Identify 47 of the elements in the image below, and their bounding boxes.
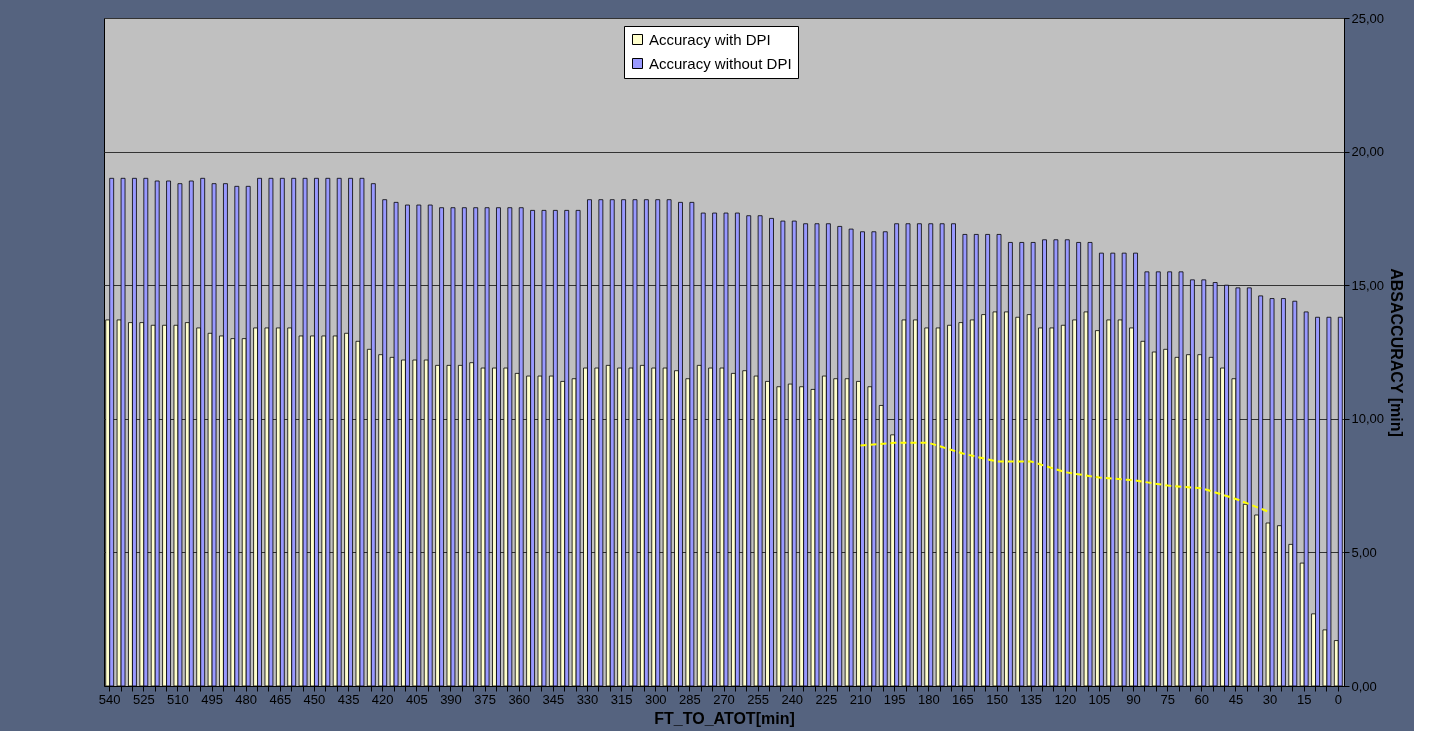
y-tick-label: 0,00 <box>1351 678 1377 694</box>
x-tick-label: 165 <box>952 691 974 707</box>
x-tick-label: 240 <box>781 691 804 707</box>
x-tick-label: 0 <box>1334 691 1342 707</box>
x-tick-label: 405 <box>405 691 428 707</box>
x-tick-label: 390 <box>440 691 462 707</box>
x-tick-label: 195 <box>883 691 906 707</box>
x-tick-label: 120 <box>1054 691 1077 707</box>
x-tick-label: 300 <box>644 691 667 707</box>
x-axis-title: FT_TO_ATOT[min] <box>654 709 795 727</box>
x-tick-label: 345 <box>542 691 565 707</box>
x-tick-label: 225 <box>815 691 838 707</box>
x-tick-label: 135 <box>1020 691 1043 707</box>
x-tick-label: 375 <box>474 691 496 707</box>
y-axis-title: ABSACCURACY [min] <box>1388 268 1406 437</box>
y-tick-label: 15,00 <box>1351 277 1385 293</box>
x-tick-label: 465 <box>269 691 292 707</box>
x-tick-label: 105 <box>1088 691 1111 707</box>
legend-label: Accuracy without DPI <box>649 54 792 72</box>
x-tick-label: 495 <box>201 691 223 707</box>
y-tick-label: 25,00 <box>1351 10 1385 26</box>
y-tick-label: 20,00 <box>1351 144 1385 160</box>
x-tick-label: 540 <box>98 691 121 707</box>
x-tick-label: 150 <box>986 691 1008 707</box>
x-tick-label: 450 <box>303 691 326 707</box>
x-tick-label: 30 <box>1262 691 1278 707</box>
x-tick-label: 180 <box>917 691 940 707</box>
x-tick-label: 45 <box>1228 691 1244 707</box>
x-tick-label: 90 <box>1126 691 1141 707</box>
x-tick-label: 75 <box>1160 691 1175 707</box>
x-tick-label: 435 <box>337 691 360 707</box>
x-tick-label: 510 <box>167 691 189 707</box>
x-tick-label: 60 <box>1194 691 1210 707</box>
y-tick-label: 5,00 <box>1351 544 1377 560</box>
x-tick-label: 270 <box>713 691 735 707</box>
x-tick-label: 15 <box>1296 691 1312 707</box>
x-tick-label: 480 <box>235 691 258 707</box>
x-tick-label: 420 <box>371 691 394 707</box>
y-tick-label: 10,00 <box>1351 411 1385 427</box>
legend-label: Accuracy with DPI <box>649 30 771 48</box>
x-tick-label: 360 <box>508 691 531 707</box>
x-tick-label: 210 <box>849 691 872 707</box>
x-tick-label: 315 <box>610 691 633 707</box>
x-tick-label: 285 <box>679 691 701 707</box>
x-tick-label: 525 <box>132 691 155 707</box>
x-tick-label: 255 <box>747 691 769 707</box>
x-tick-label: 330 <box>576 691 599 707</box>
